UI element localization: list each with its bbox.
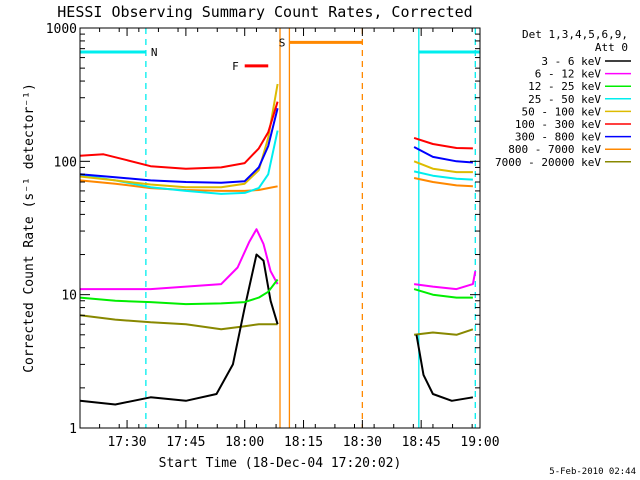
y-tick-label: 10 [61, 289, 77, 304]
x-tick-label: 18:30 [343, 435, 382, 450]
legend-label-6-12-kev: 6 - 12 keV [535, 68, 602, 81]
series-line-100-300-kev [413, 136, 473, 150]
series-line-25-50-kev [413, 170, 473, 181]
series-line-800-7000-kev [79, 179, 278, 192]
series-line-50-100-kev [413, 160, 473, 174]
y-tick-label: 100 [54, 155, 77, 170]
series-line-3-6-kev [79, 253, 279, 406]
legend-header-line: Det 1,3,4,5,6,9, [522, 28, 628, 41]
series-layer [79, 83, 477, 406]
flag-label-n: N [151, 46, 158, 59]
flag-label-f: F [232, 60, 239, 73]
x-tick-label: 18:00 [225, 435, 264, 450]
series-line-300-800-kev [79, 108, 279, 184]
y-tick-label: 1 [69, 422, 77, 437]
flag-label-s: S [279, 36, 286, 49]
tick-layer: 17:30 17:45 18:00 18:15 18:30 18:45 19:00 1 10 10… [46, 22, 500, 450]
series-line-25-50-kev [79, 130, 279, 195]
legend-label-7000-20000-kev: 7000 - 20000 keV [495, 156, 601, 169]
series-line-100-300-kev [79, 101, 279, 170]
x-tick-label: 19:00 [460, 435, 499, 450]
series-line-50-100-kev [79, 83, 279, 189]
plot-frame [79, 27, 481, 429]
legend-label-50-100-kev: 50 - 100 keV [522, 105, 602, 118]
x-tick-label: 18:45 [402, 435, 441, 450]
x-tick-label: 17:45 [166, 435, 205, 450]
legend-label-25-50-kev: 25 - 50 keV [528, 93, 601, 106]
series-line-300-800-kev [413, 146, 473, 164]
series-line-7000-20000-kev [413, 328, 474, 336]
footer-date: 5-Feb-2010 02:44 [549, 467, 636, 477]
legend-label-300-800-kev: 300 - 800 keV [515, 131, 601, 144]
legend-header-line: Att 0 [595, 41, 628, 54]
series-line-6-12-kev [80, 228, 279, 291]
legend-label-3-6-kev: 3 - 6 keV [541, 55, 601, 68]
series-line-7000-20000-kev [79, 314, 278, 331]
x-tick-label: 18:15 [284, 435, 323, 450]
series-line-12-25-kev [79, 278, 279, 306]
x-tick-label: 17:30 [107, 435, 146, 450]
chart-title: HESSI Observing Summary Count Rates, Cor… [57, 3, 472, 21]
y-axis-label: Corrected Count Rate (s⁻¹ detector⁻¹) [22, 83, 37, 373]
x-axis-label: Start Time (18-Dec-04 17:20:02) [159, 456, 402, 471]
series-line-800-7000-kev [413, 177, 473, 188]
series-line-3-6-kev [415, 334, 474, 402]
y-tick-label: 1000 [46, 22, 77, 37]
series-line-6-12-kev [413, 271, 477, 291]
flag-layer: N F S [80, 28, 480, 428]
legend-label-100-300-kev: 100 - 300 keV [515, 118, 601, 131]
legend-label-800-7000-kev: 800 - 7000 keV [508, 143, 601, 156]
legend-label-12-25-kev: 12 - 25 keV [528, 80, 601, 93]
series-line-12-25-kev [413, 288, 473, 299]
